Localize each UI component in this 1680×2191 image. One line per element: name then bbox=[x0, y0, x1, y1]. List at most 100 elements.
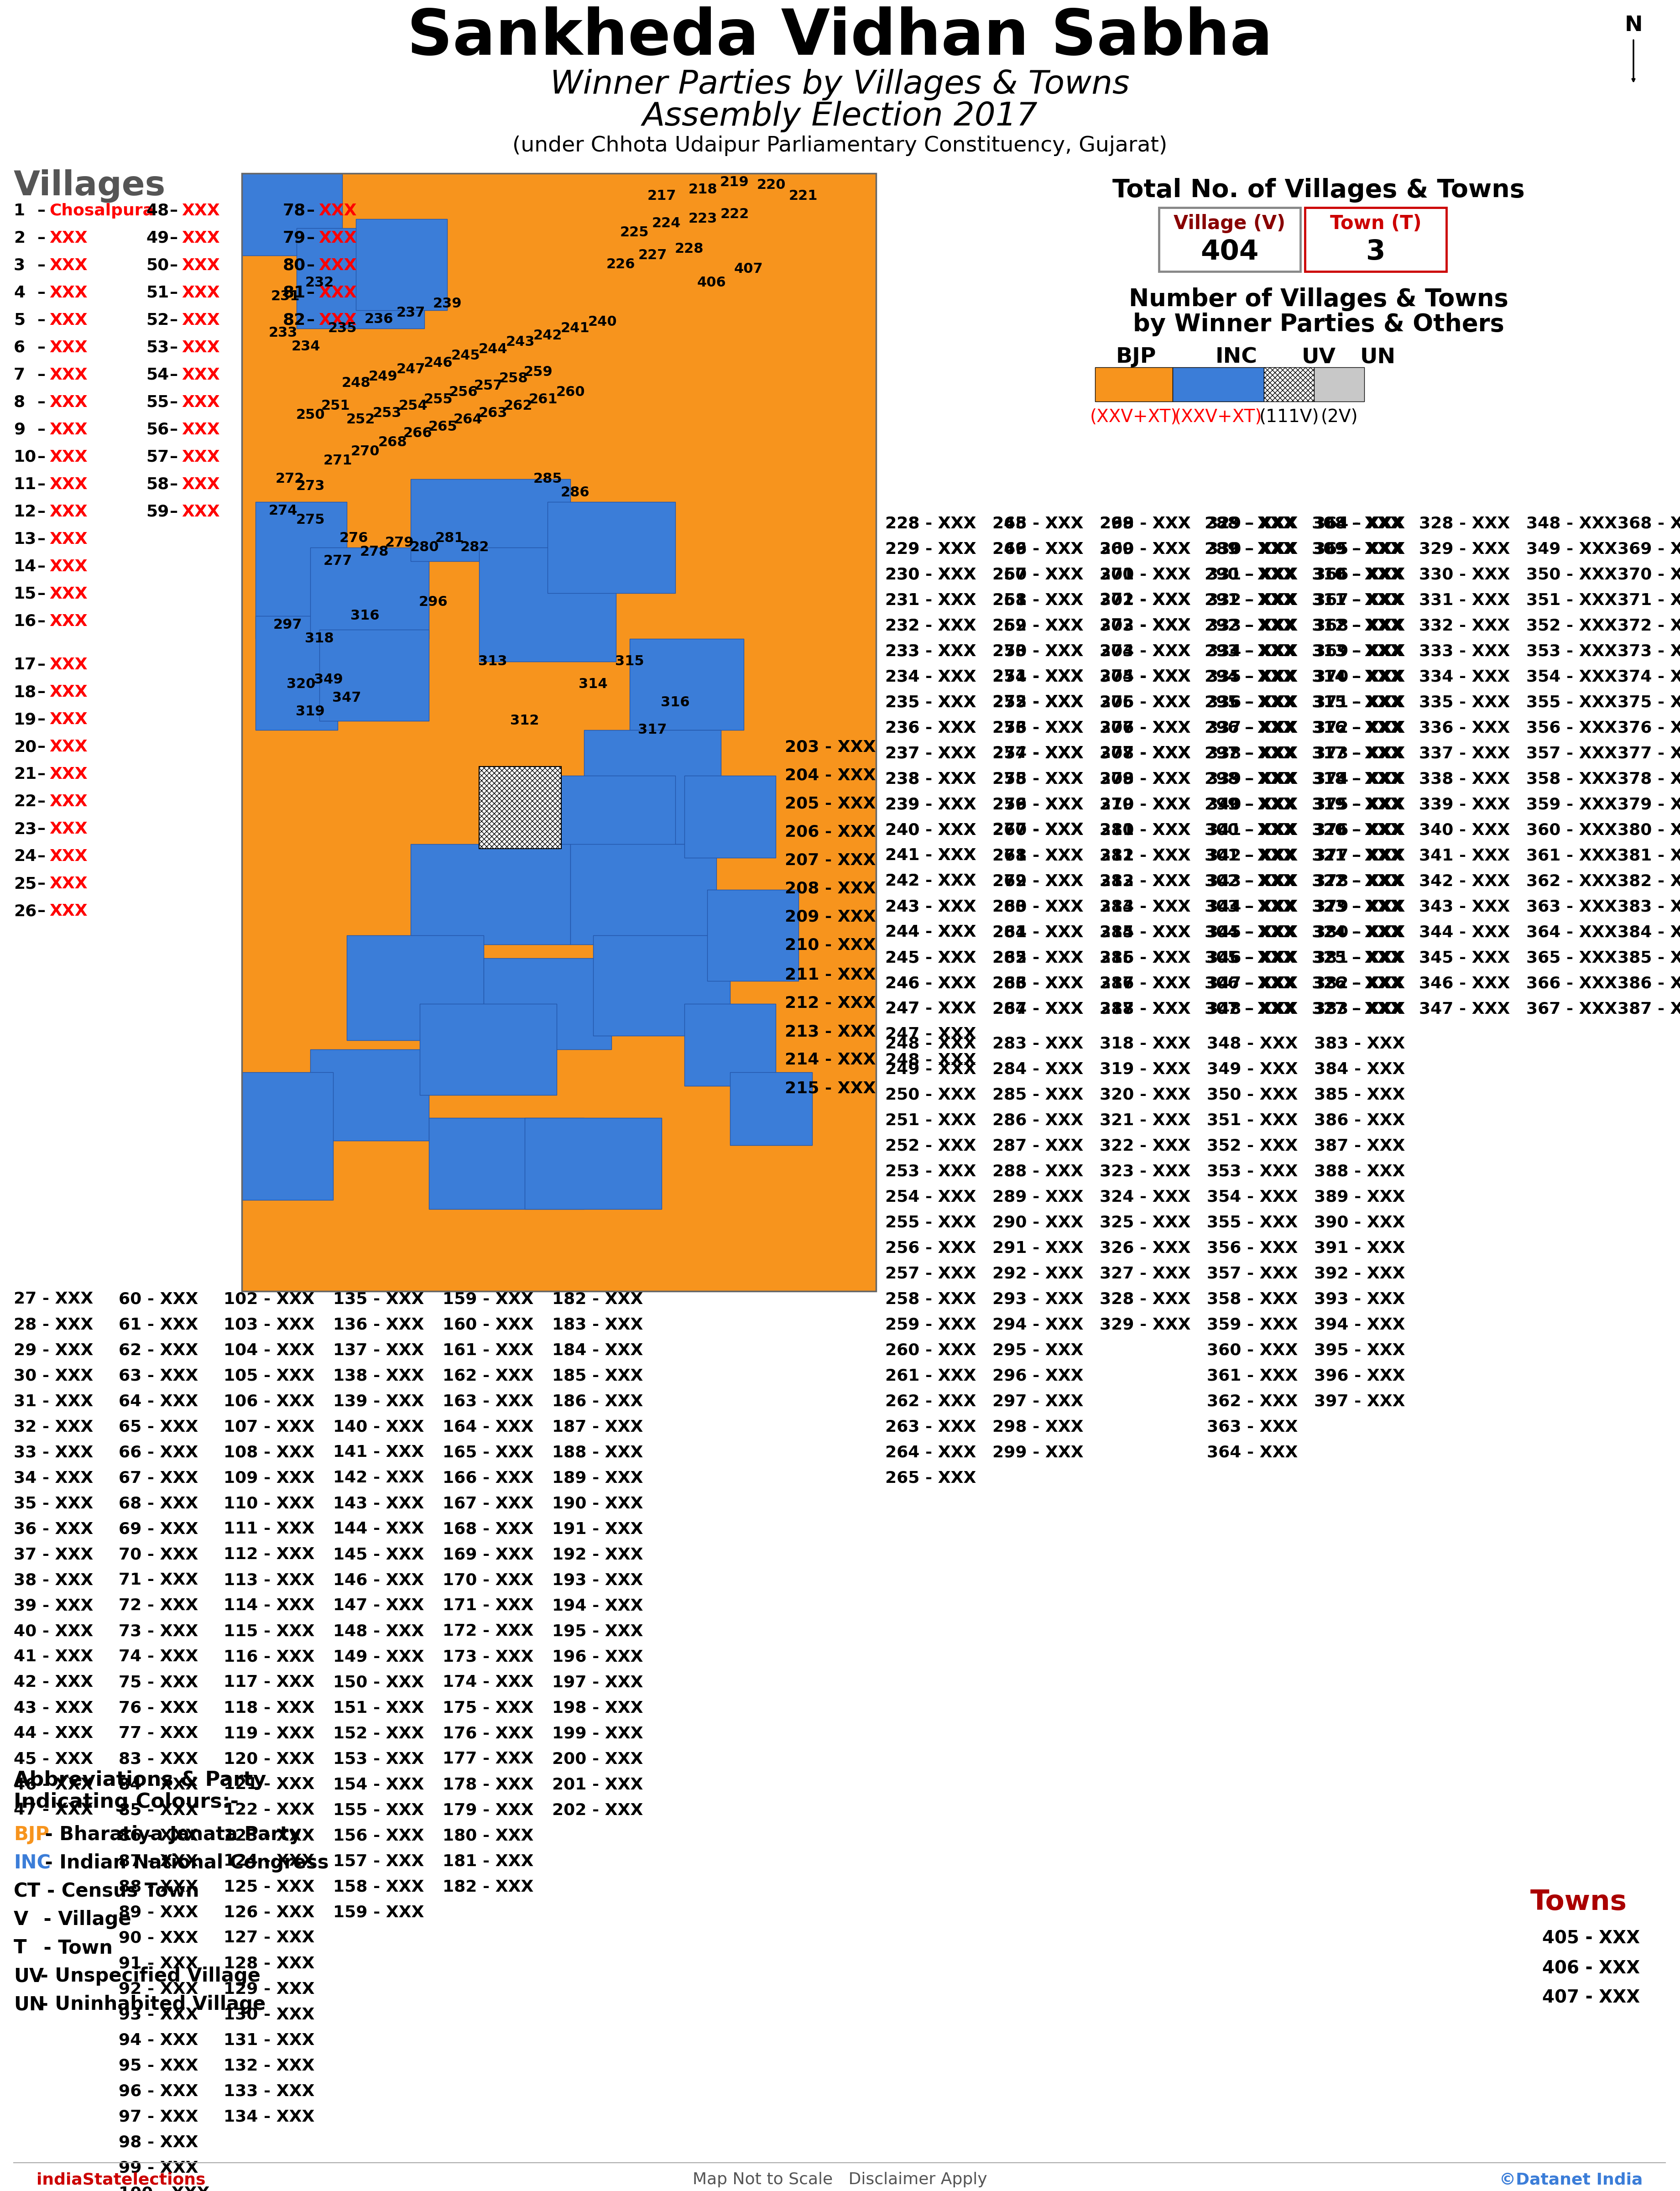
Text: XXX: XXX bbox=[49, 684, 87, 699]
Bar bbox=[242, 1071, 333, 1201]
Text: 323 - XXX: 323 - XXX bbox=[1312, 898, 1403, 914]
Text: 3: 3 bbox=[1366, 239, 1386, 265]
Text: 351 - XXX: 351 - XXX bbox=[1206, 1113, 1299, 1128]
Text: 91 - XXX: 91 - XXX bbox=[119, 1957, 198, 1972]
Text: 309 - XXX: 309 - XXX bbox=[1312, 541, 1403, 557]
Text: 384 - XXX: 384 - XXX bbox=[1314, 1060, 1404, 1076]
Text: 39 - XXX: 39 - XXX bbox=[13, 1597, 94, 1613]
Text: 241: 241 bbox=[561, 322, 590, 335]
Text: 200 - XXX: 200 - XXX bbox=[553, 1751, 643, 1766]
Bar bbox=[684, 776, 776, 859]
Text: 113 - XXX: 113 - XXX bbox=[223, 1573, 314, 1588]
Text: 361 - XXX: 361 - XXX bbox=[1206, 1367, 1299, 1383]
Text: 228 - XXX: 228 - XXX bbox=[885, 515, 976, 530]
Text: 48: 48 bbox=[146, 204, 170, 219]
Text: 360 - XXX: 360 - XXX bbox=[1206, 1343, 1299, 1358]
Text: 327 - XXX: 327 - XXX bbox=[1100, 1266, 1191, 1282]
Text: 247 - XXX: 247 - XXX bbox=[885, 1028, 976, 1043]
Text: 272: 272 bbox=[276, 473, 304, 486]
Text: 333 - XXX: 333 - XXX bbox=[1206, 618, 1299, 633]
Text: 46 - XXX: 46 - XXX bbox=[13, 1777, 92, 1792]
Text: 7: 7 bbox=[13, 368, 25, 383]
Text: 378 - XXX: 378 - XXX bbox=[1314, 874, 1404, 890]
Text: 345 - XXX: 345 - XXX bbox=[1420, 951, 1510, 966]
Text: 32 - XXX: 32 - XXX bbox=[13, 1420, 92, 1435]
Text: 153 - XXX: 153 - XXX bbox=[333, 1751, 423, 1766]
Text: 239: 239 bbox=[433, 296, 462, 311]
Text: 141 - XXX: 141 - XXX bbox=[333, 1444, 423, 1459]
Text: 405 - XXX: 405 - XXX bbox=[1542, 1930, 1640, 1948]
Text: 171 - XXX: 171 - XXX bbox=[442, 1597, 534, 1613]
Text: 275 - XXX: 275 - XXX bbox=[1100, 695, 1191, 710]
Text: 255 - XXX: 255 - XXX bbox=[885, 1214, 976, 1229]
Text: 128 - XXX: 128 - XXX bbox=[223, 1957, 314, 1972]
Text: 262: 262 bbox=[504, 399, 533, 412]
Text: 295 - XXX: 295 - XXX bbox=[993, 1343, 1084, 1358]
Text: 166 - XXX: 166 - XXX bbox=[442, 1470, 534, 1485]
Text: 126 - XXX: 126 - XXX bbox=[223, 1904, 314, 1919]
Text: XXX: XXX bbox=[49, 848, 87, 863]
Text: Towns: Towns bbox=[1530, 1889, 1626, 1915]
Text: –: – bbox=[170, 449, 178, 464]
Text: 28 - XXX: 28 - XXX bbox=[13, 1317, 92, 1332]
Text: 367 - XXX: 367 - XXX bbox=[1525, 1001, 1618, 1017]
Text: 245: 245 bbox=[450, 348, 480, 362]
Text: 223: 223 bbox=[689, 213, 717, 226]
Text: 389 - XXX: 389 - XXX bbox=[1314, 1190, 1404, 1205]
Text: 207 - XXX: 207 - XXX bbox=[785, 852, 875, 868]
Text: BJP: BJP bbox=[1116, 346, 1156, 368]
Text: 339 - XXX: 339 - XXX bbox=[1420, 798, 1510, 813]
Text: –: – bbox=[37, 340, 45, 355]
Text: 144 - XXX: 144 - XXX bbox=[333, 1521, 423, 1536]
Text: 271: 271 bbox=[323, 454, 353, 467]
Text: 241 - XXX: 241 - XXX bbox=[885, 848, 976, 863]
Text: 256 - XXX: 256 - XXX bbox=[885, 1240, 976, 1255]
Text: 279 - XXX: 279 - XXX bbox=[993, 874, 1084, 890]
Text: 49: 49 bbox=[146, 230, 170, 245]
Text: 241 - XXX: 241 - XXX bbox=[885, 848, 976, 863]
Text: 319: 319 bbox=[296, 706, 324, 719]
Text: 397 - XXX: 397 - XXX bbox=[1314, 1393, 1404, 1409]
Text: –: – bbox=[37, 903, 45, 918]
Text: 202 - XXX: 202 - XXX bbox=[553, 1803, 643, 1819]
Text: 154 - XXX: 154 - XXX bbox=[333, 1777, 423, 1792]
Text: 299 - XXX: 299 - XXX bbox=[1100, 515, 1191, 530]
Text: 271 - XXX: 271 - XXX bbox=[1100, 592, 1191, 607]
Text: 220: 220 bbox=[756, 177, 786, 191]
Text: –: – bbox=[37, 394, 45, 410]
Text: 368 - XXX: 368 - XXX bbox=[1618, 515, 1680, 530]
Text: 270: 270 bbox=[351, 445, 380, 458]
Text: XXX: XXX bbox=[319, 204, 356, 219]
Text: 274 - XXX: 274 - XXX bbox=[1100, 668, 1191, 684]
Text: (XXV+XT): (XXV+XT) bbox=[1090, 408, 1178, 425]
Text: 310 - XXX: 310 - XXX bbox=[1312, 567, 1403, 583]
Text: 43 - XXX: 43 - XXX bbox=[13, 1700, 92, 1716]
Text: 349: 349 bbox=[314, 673, 343, 686]
Text: 276 - XXX: 276 - XXX bbox=[1100, 721, 1191, 736]
Text: 106 - XXX: 106 - XXX bbox=[223, 1393, 314, 1409]
Text: 90 - XXX: 90 - XXX bbox=[119, 1930, 198, 1946]
Text: 350 - XXX: 350 - XXX bbox=[1525, 567, 1618, 583]
Text: 359 - XXX: 359 - XXX bbox=[1525, 798, 1618, 813]
Text: 380 - XXX: 380 - XXX bbox=[1314, 925, 1404, 940]
Text: 355 - XXX: 355 - XXX bbox=[1525, 695, 1618, 710]
Text: XXX: XXX bbox=[49, 368, 87, 383]
Text: 265 - XXX: 265 - XXX bbox=[993, 951, 1084, 966]
Text: 282 - XXX: 282 - XXX bbox=[993, 951, 1084, 966]
Text: 33 - XXX: 33 - XXX bbox=[13, 1444, 92, 1459]
Text: 196 - XXX: 196 - XXX bbox=[553, 1650, 643, 1665]
Text: 333 - XXX: 333 - XXX bbox=[1420, 644, 1510, 659]
Text: 263 - XXX: 263 - XXX bbox=[885, 1420, 976, 1435]
FancyBboxPatch shape bbox=[1305, 208, 1446, 272]
Text: 265 - XXX: 265 - XXX bbox=[993, 515, 1084, 530]
Bar bbox=[707, 890, 798, 982]
Text: 204 - XXX: 204 - XXX bbox=[785, 767, 875, 782]
Text: 390 - XXX: 390 - XXX bbox=[1314, 1214, 1404, 1229]
Text: 267 - XXX: 267 - XXX bbox=[993, 567, 1084, 583]
Text: 326 - XXX: 326 - XXX bbox=[1312, 975, 1403, 990]
Text: 288 - XXX: 288 - XXX bbox=[1205, 515, 1295, 530]
Text: 356 - XXX: 356 - XXX bbox=[1206, 1240, 1299, 1255]
Text: 306 - XXX: 306 - XXX bbox=[1100, 695, 1191, 710]
Text: –: – bbox=[37, 559, 45, 574]
Text: 68 - XXX: 68 - XXX bbox=[119, 1496, 198, 1512]
